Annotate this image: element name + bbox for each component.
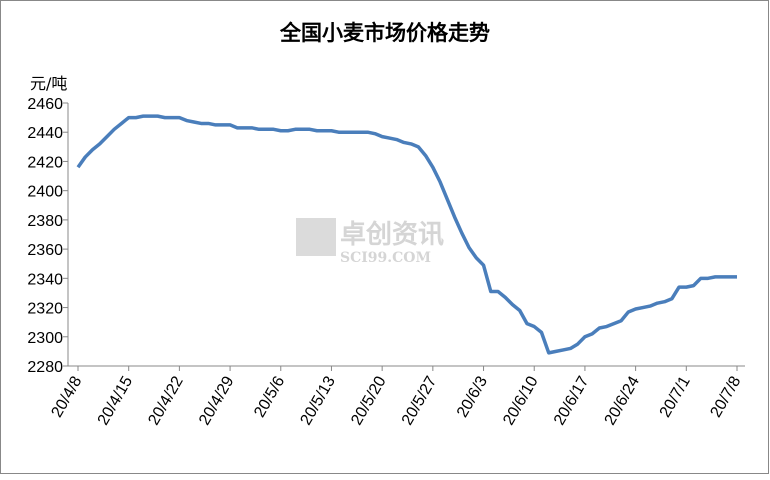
watermark-text: SCI99.COM [340, 250, 431, 266]
y-tick-label: 2380 [27, 213, 63, 230]
y-tick-label: 2360 [27, 242, 63, 259]
y-tick-label: 2320 [27, 301, 63, 318]
y-tick-label: 2300 [27, 330, 63, 347]
y-tick-label: 2340 [27, 271, 63, 288]
watermark-logo [296, 218, 336, 256]
y-tick-label: 2280 [27, 359, 63, 376]
y-axis-label: 元/吨 [30, 74, 67, 93]
y-tick-label: 2460 [27, 96, 63, 113]
watermark-text: 卓创资讯 [340, 220, 444, 250]
watermark: 卓创资讯 SCI99.COM [296, 218, 444, 266]
series-line [76, 114, 737, 355]
y-tick-label: 2440 [27, 125, 63, 142]
chart-title: 全国小麦市场价格走势 [279, 21, 490, 45]
y-tick-label: 2420 [27, 154, 63, 171]
y-tick-label: 2400 [27, 184, 63, 201]
